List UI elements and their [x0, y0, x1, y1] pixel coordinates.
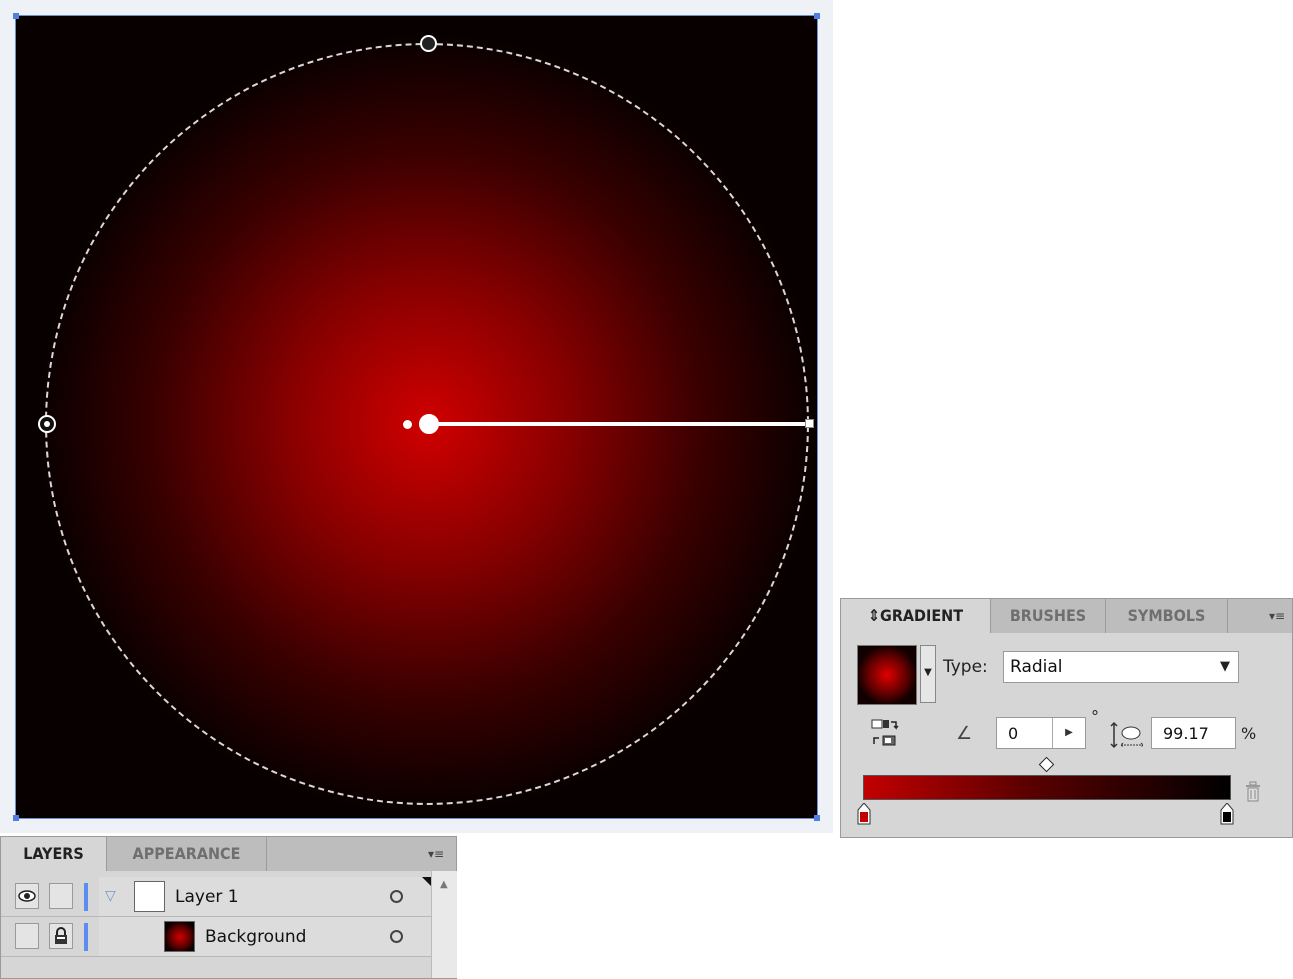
gradient-type-select[interactable]: Radial ▼: [1003, 651, 1239, 683]
tab-symbols[interactable]: SYMBOLS: [1106, 599, 1228, 633]
tab-symbols-label: SYMBOLS: [1127, 606, 1206, 625]
lock-icon: [55, 927, 67, 944]
object-name[interactable]: Background: [205, 927, 307, 947]
selection-corner-handle[interactable]: [814, 13, 820, 19]
tab-appearance-label: APPEARANCE: [132, 844, 241, 863]
gradient-resize-handle[interactable]: [420, 35, 437, 52]
target-circle-icon[interactable]: [390, 930, 403, 943]
gradient-slider[interactable]: [863, 775, 1231, 800]
gradient-presets-dropdown[interactable]: ▼: [920, 645, 936, 703]
gradient-focal-point[interactable]: [403, 420, 412, 429]
gradient-annotator-bar[interactable]: [428, 422, 810, 426]
scroll-up-icon[interactable]: ▲: [440, 879, 448, 890]
layer-row[interactable]: ▽ Layer 1: [1, 877, 431, 917]
tab-brushes[interactable]: BRUSHES: [991, 599, 1106, 633]
target-circle-icon[interactable]: [390, 890, 403, 903]
angle-value: 0: [1008, 724, 1019, 743]
selected-art-indicator: [422, 877, 431, 886]
artboard-area: [0, 0, 833, 833]
aspect-ratio-icon: [1110, 721, 1144, 749]
lock-toggle[interactable]: [49, 923, 73, 949]
percent-symbol: %: [1241, 724, 1257, 743]
layer-color-indicator: [84, 923, 88, 951]
layer-name[interactable]: Layer 1: [175, 887, 239, 907]
gradient-stop-right[interactable]: [1220, 803, 1234, 825]
tab-layers[interactable]: LAYERS: [1, 837, 107, 871]
eye-icon: [18, 890, 36, 902]
gradient-end-handle[interactable]: [805, 419, 814, 428]
panel-menu-icon[interactable]: ▾≡: [1269, 609, 1286, 623]
layer-color-indicator: [84, 883, 88, 911]
layer-thumbnail: [134, 881, 165, 912]
tab-appearance[interactable]: APPEARANCE: [107, 837, 267, 871]
tab-gradient[interactable]: ⇕GRADIENT: [841, 599, 991, 633]
layers-panel: LAYERS APPEARANCE ▾≡ ▽ Layer 1: [0, 836, 457, 979]
angle-icon: ∠: [956, 723, 973, 744]
gradient-midpoint-diamond[interactable]: [1038, 756, 1055, 773]
tab-gradient-label: GRADIENT: [880, 606, 964, 625]
trash-icon[interactable]: [1244, 781, 1262, 803]
aspect-ratio-field[interactable]: 99.17: [1151, 717, 1236, 749]
panel-menu-icon[interactable]: ▾≡: [428, 847, 445, 861]
lock-toggle[interactable]: [49, 883, 73, 909]
triangle-down-icon[interactable]: ▽: [105, 888, 116, 904]
aspect-ratio-value: 99.17: [1163, 724, 1209, 743]
gradient-stop-left[interactable]: [857, 803, 871, 825]
chevron-down-icon: ▼: [1220, 659, 1230, 674]
selection-corner-handle[interactable]: [13, 13, 19, 19]
layers-panel-tabs: LAYERS APPEARANCE ▾≡: [1, 837, 456, 871]
radial-gradient-rectangle[interactable]: [15, 15, 818, 819]
tab-layers-label: LAYERS: [23, 844, 84, 863]
selection-corner-handle[interactable]: [13, 815, 19, 821]
tab-brushes-label: BRUSHES: [1009, 606, 1087, 625]
gradient-aspect-handle[interactable]: [38, 415, 56, 433]
gradient-panel: ⇕GRADIENT BRUSHES SYMBOLS ▾≡ ▼ Type: Rad…: [840, 598, 1293, 838]
object-thumbnail: [164, 921, 195, 952]
panel-collapse-icon[interactable]: ⇕: [867, 606, 880, 625]
visibility-toggle[interactable]: [15, 883, 39, 909]
layers-scrollbar[interactable]: ▲: [431, 871, 457, 978]
gradient-origin-handle[interactable]: [419, 414, 439, 434]
angle-dropdown-arrow[interactable]: ▶: [1052, 718, 1085, 748]
layer-row[interactable]: Background: [1, 917, 431, 957]
gradient-panel-tabs: ⇕GRADIENT BRUSHES SYMBOLS ▾≡: [841, 599, 1292, 633]
selection-corner-handle[interactable]: [814, 815, 820, 821]
degree-symbol: °: [1091, 707, 1099, 726]
gradient-type-value: Radial: [1010, 657, 1063, 677]
angle-field[interactable]: 0 ▶: [996, 717, 1086, 749]
visibility-toggle[interactable]: [15, 923, 39, 949]
type-label: Type:: [943, 657, 988, 677]
gradient-swatch-preview[interactable]: [857, 645, 917, 705]
reverse-gradient-icon[interactable]: [869, 717, 901, 749]
